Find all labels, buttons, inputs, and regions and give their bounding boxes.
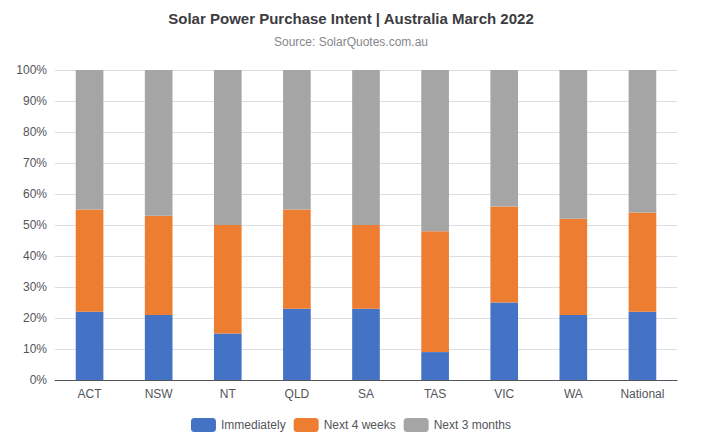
svg-text:10%: 10% <box>23 342 47 356</box>
svg-text:NSW: NSW <box>145 387 174 401</box>
svg-text:90%: 90% <box>23 94 47 108</box>
svg-text:Next 4 weeks: Next 4 weeks <box>324 418 396 432</box>
svg-text:QLD: QLD <box>285 387 310 401</box>
svg-text:80%: 80% <box>23 125 47 139</box>
svg-text:30%: 30% <box>23 280 47 294</box>
svg-text:70%: 70% <box>23 156 47 170</box>
svg-text:Next 3 months: Next 3 months <box>434 418 511 432</box>
svg-text:Solar Power Purchase Intent |: Solar Power Purchase Intent | Australia … <box>168 10 533 27</box>
svg-text:50%: 50% <box>23 218 47 232</box>
svg-text:0%: 0% <box>30 373 48 387</box>
svg-text:TAS: TAS <box>424 387 446 401</box>
svg-text:Immediately: Immediately <box>221 418 286 432</box>
svg-text:VIC: VIC <box>494 387 514 401</box>
svg-text:WA: WA <box>564 387 583 401</box>
svg-text:NT: NT <box>220 387 237 401</box>
svg-text:60%: 60% <box>23 187 47 201</box>
svg-text:20%: 20% <box>23 311 47 325</box>
svg-text:100%: 100% <box>16 63 47 77</box>
svg-text:40%: 40% <box>23 249 47 263</box>
svg-text:Source: SolarQuotes.com.au: Source: SolarQuotes.com.au <box>274 35 428 49</box>
svg-text:National: National <box>620 387 664 401</box>
svg-text:SA: SA <box>358 387 374 401</box>
svg-text:ACT: ACT <box>78 387 103 401</box>
